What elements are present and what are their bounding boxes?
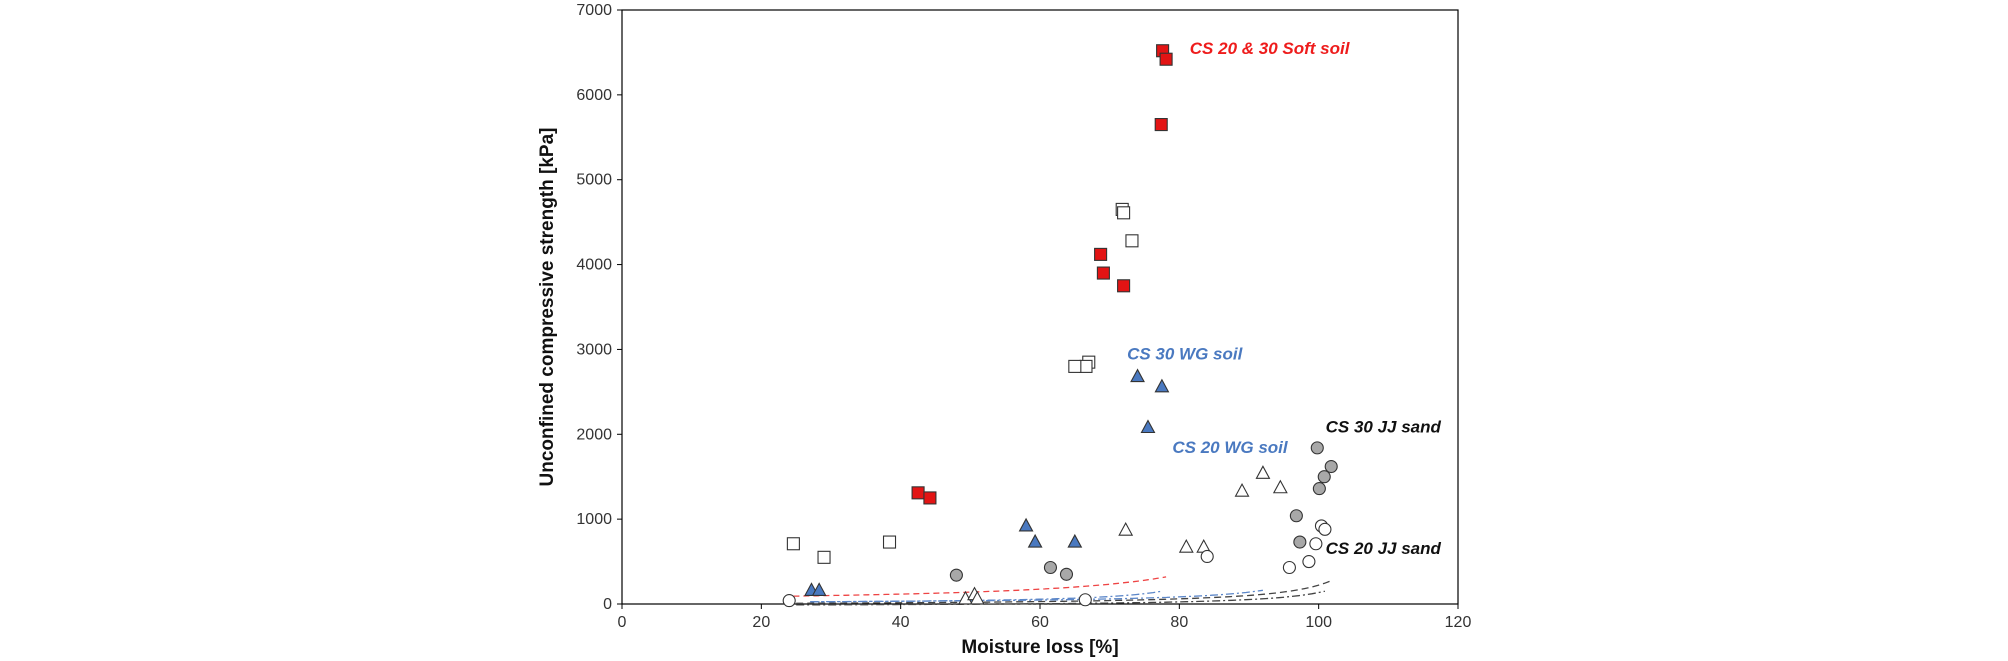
square-marker [817, 550, 831, 564]
triangle-marker [1027, 533, 1043, 548]
circle-marker [1293, 535, 1307, 549]
triangle-marker [1178, 538, 1194, 553]
triangle-marker [1255, 465, 1271, 479]
circle-marker [1282, 560, 1296, 575]
square-marker [1068, 359, 1082, 373]
circle-marker [1317, 470, 1331, 484]
fit-curve [796, 580, 1332, 604]
triangle-marker [1018, 517, 1034, 532]
square-marker [786, 537, 800, 551]
square-marker [1096, 266, 1110, 280]
circle-marker [1059, 567, 1074, 581]
x-tick-label: 80 [1170, 614, 1188, 631]
x-tick-label: 0 [618, 614, 627, 631]
triangle-marker [1067, 533, 1083, 548]
square-marker [1125, 234, 1139, 248]
square-marker [923, 491, 937, 505]
circle-marker [1324, 459, 1338, 474]
square-marker [911, 486, 925, 500]
y-tick-label: 7000 [576, 2, 612, 19]
triangle-marker [969, 590, 985, 605]
circle-marker [1312, 482, 1326, 496]
circle-marker [1309, 537, 1323, 551]
x-tick-label: 120 [1445, 614, 1472, 631]
data-markers [782, 44, 1338, 608]
y-axis-title: Unconfined compressive strength [kPa] [537, 128, 558, 487]
x-axis-title: Moisture loss [%] [961, 637, 1118, 658]
y-tick-label: 3000 [576, 341, 612, 358]
square-marker [1117, 206, 1131, 220]
series-labels: CS 20 & 30 Soft soil CS 30 WG soil CS 20 W… [1127, 39, 1441, 558]
circle-marker [1078, 593, 1092, 607]
x-tick-label: 60 [1031, 614, 1049, 631]
series-label: CS 20 JJ sand [1326, 539, 1442, 558]
triangle-marker [1234, 482, 1250, 497]
triangle-marker [811, 582, 827, 596]
axes: 0 20 40 60 80 100 120 0 1000 2000 3000 4000 5000 6000… [576, 2, 1471, 631]
circle-marker [1318, 522, 1332, 536]
series-label: CS 30 WG soil [1127, 345, 1244, 364]
y-tick-label: 1000 [576, 511, 612, 528]
square-marker [1159, 52, 1173, 66]
circle-marker [782, 594, 796, 608]
series-label: CS 30 JJ sand [1326, 418, 1442, 437]
fit-curve [810, 589, 1263, 603]
y-tick-label: 4000 [576, 257, 612, 274]
circle-marker [1289, 509, 1303, 523]
square-marker [1079, 359, 1093, 373]
triangle-marker [1118, 522, 1134, 536]
x-tick-label: 40 [892, 614, 910, 631]
square-marker [882, 535, 897, 549]
triangle-marker [1130, 368, 1145, 383]
triangle-marker [1154, 378, 1170, 393]
circle-marker [1310, 441, 1324, 455]
y-tick-label: 6000 [576, 87, 612, 104]
circle-marker [1200, 549, 1214, 564]
square-marker [1117, 279, 1131, 293]
fit-lines [793, 576, 1332, 606]
circle-marker [1043, 560, 1057, 575]
triangle-marker [1272, 479, 1288, 494]
triangle-marker [1140, 419, 1156, 434]
y-tick-label: 2000 [576, 426, 612, 443]
fit-curve [793, 576, 1167, 597]
circle-marker [1302, 555, 1316, 569]
circle-marker [949, 568, 963, 582]
x-tick-label: 100 [1305, 614, 1332, 631]
y-tick-label: 0 [603, 596, 612, 613]
series-label: CS 20 & 30 Soft soil [1190, 39, 1351, 58]
plot-frame [621, 9, 1459, 605]
square-marker [1094, 247, 1108, 261]
y-tick-label: 5000 [576, 172, 612, 189]
series-label: CS 20 WG soil [1172, 438, 1289, 457]
fit-curve [811, 590, 1163, 603]
x-tick-label: 20 [752, 614, 770, 631]
square-marker [1154, 118, 1168, 132]
